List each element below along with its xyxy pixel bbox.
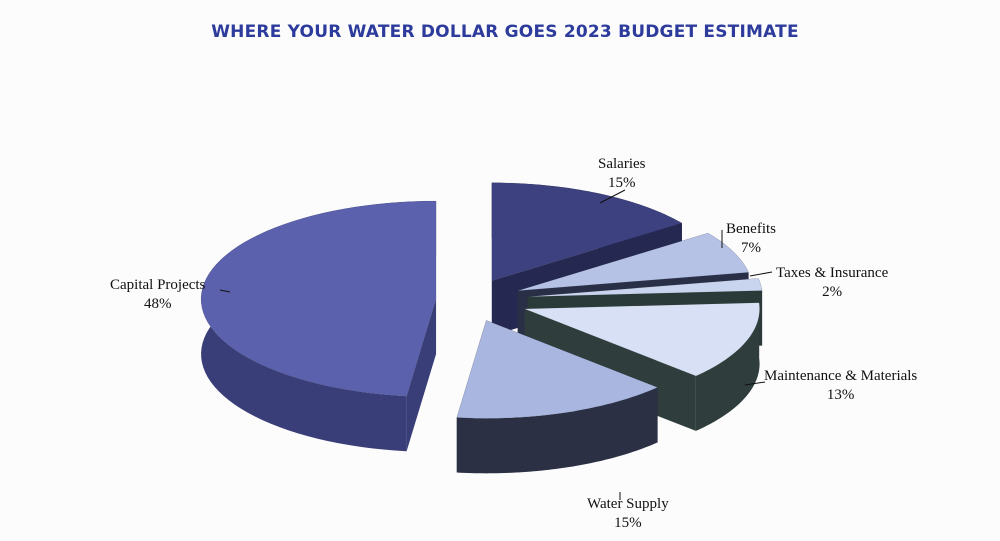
leader-line — [744, 381, 766, 386]
chart-title: WHERE YOUR WATER DOLLAR GOES 2023 BUDGET… — [211, 22, 799, 42]
pie-slice-capital-projects — [200, 200, 437, 452]
leader-line — [599, 189, 626, 204]
slice-top — [517, 232, 749, 291]
slice-top — [200, 200, 437, 397]
slice-value: 15% — [607, 175, 636, 191]
slice-top — [491, 182, 683, 282]
label-water-supply: Water Supply 15% — [587, 495, 669, 533]
leader-line — [749, 271, 773, 277]
slice-wall — [758, 278, 763, 346]
pie-slice-water-supply — [456, 319, 659, 474]
slice-value: 7% — [741, 240, 761, 256]
slice-wall — [695, 302, 760, 431]
slice-top — [456, 319, 659, 419]
slice-cut-face — [406, 299, 437, 452]
label-taxes-insurance: Taxes & Insurance 2% — [776, 264, 888, 302]
slice-label: Maintenance & Materials — [764, 368, 918, 384]
slice-value: 48% — [143, 296, 172, 312]
slice-label: Salaries — [598, 156, 646, 172]
slice-top — [524, 302, 760, 377]
slice-label: Capital Projects — [110, 277, 206, 293]
slice-value: 13% — [826, 387, 855, 403]
slice-value: 2% — [822, 284, 843, 300]
slice-label: Water Supply — [587, 496, 669, 512]
label-benefits: Benefits 7% — [726, 220, 776, 258]
slice-value: 15% — [614, 515, 642, 531]
slice-top — [527, 278, 763, 297]
slice-wall — [456, 387, 658, 474]
slice-label: Benefits — [726, 221, 776, 237]
leader-line — [219, 289, 231, 293]
label-capital-projects: Capital Projects 48% — [110, 276, 205, 314]
slice-label: Taxes & Insurance — [776, 265, 889, 281]
label-maintenance-materials: Maintenance & Materials 13% — [764, 367, 917, 405]
label-salaries: Salaries 15% — [598, 155, 645, 193]
